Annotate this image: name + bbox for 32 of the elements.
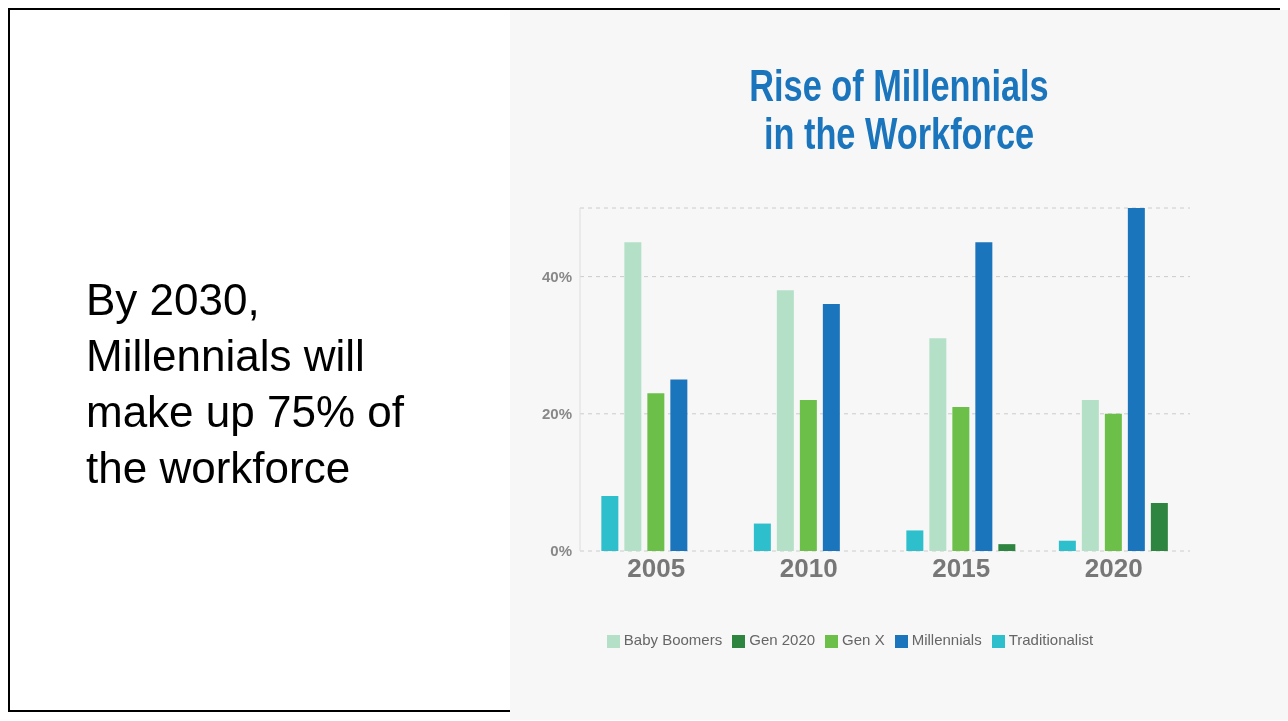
y-tick-label: 40%: [541, 267, 572, 285]
bar: [952, 406, 970, 551]
bar: [799, 400, 817, 551]
bar: [753, 523, 771, 551]
bar: [1058, 540, 1076, 551]
text: By 2030, Millennials will make up 75% of the workforce: [86, 274, 405, 494]
chart-title: Rise of Millennials in the Workforce: [748, 61, 1050, 158]
y-tick-label: 20%: [541, 405, 572, 423]
bar: [929, 338, 947, 551]
legend-label: Gen X: [842, 631, 885, 648]
bar: [776, 290, 794, 551]
bar: [1081, 400, 1099, 551]
bar: [624, 242, 642, 551]
legend-label: Gen 2020: [749, 631, 816, 648]
x-tick-label: 2010: [779, 553, 838, 584]
bar: [1127, 208, 1145, 551]
bar: [906, 530, 924, 551]
x-tick-label: 2015: [932, 553, 991, 584]
legend-label: Baby Boomers: [623, 631, 723, 648]
bar: [647, 393, 665, 551]
bar: [1150, 502, 1168, 551]
bar: [601, 496, 619, 551]
legend-label: Traditionalist: [1008, 631, 1094, 648]
x-tick-label: 2005: [627, 553, 686, 584]
x-tick-label: 2020: [1084, 553, 1143, 584]
legend-label: Millennials: [911, 631, 982, 648]
bar: [822, 304, 840, 551]
y-tick-label: 0%: [550, 542, 572, 560]
bar: [998, 544, 1016, 551]
bar: [670, 379, 688, 551]
bar: [1104, 413, 1122, 551]
bar: [975, 242, 993, 551]
